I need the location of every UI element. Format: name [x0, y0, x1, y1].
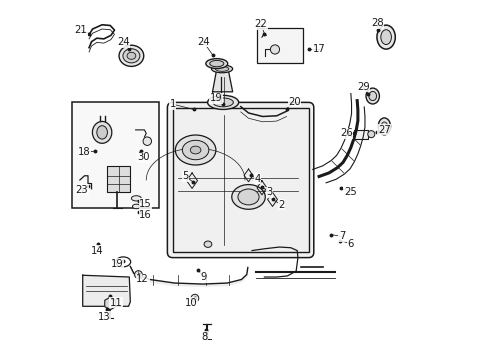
Text: 7: 7	[339, 231, 345, 242]
Circle shape	[143, 137, 151, 145]
Text: 24: 24	[197, 37, 210, 47]
Text: 5: 5	[183, 171, 189, 181]
Ellipse shape	[216, 66, 229, 71]
Text: 29: 29	[357, 81, 369, 91]
Text: 20: 20	[288, 97, 301, 107]
Circle shape	[135, 271, 142, 278]
Ellipse shape	[381, 30, 392, 45]
Polygon shape	[213, 69, 233, 92]
Bar	[354, 130, 368, 139]
Text: 12: 12	[136, 274, 149, 284]
Ellipse shape	[123, 49, 140, 63]
Ellipse shape	[238, 189, 259, 205]
Ellipse shape	[366, 88, 379, 104]
Text: 11: 11	[110, 298, 122, 308]
Text: 21: 21	[74, 25, 87, 35]
Ellipse shape	[97, 126, 107, 139]
Circle shape	[191, 294, 199, 302]
Ellipse shape	[132, 204, 140, 209]
Text: 27: 27	[378, 125, 391, 135]
Ellipse shape	[175, 135, 216, 165]
Text: 19: 19	[210, 93, 222, 103]
Ellipse shape	[204, 241, 212, 247]
Text: 1: 1	[170, 99, 176, 109]
Text: 23: 23	[75, 185, 88, 195]
Text: 26: 26	[340, 129, 353, 139]
Ellipse shape	[131, 196, 141, 201]
Ellipse shape	[190, 146, 201, 154]
Ellipse shape	[377, 25, 395, 49]
Text: 22: 22	[254, 19, 267, 29]
Ellipse shape	[381, 122, 388, 131]
Ellipse shape	[378, 118, 391, 135]
Ellipse shape	[208, 95, 239, 109]
Ellipse shape	[119, 45, 144, 66]
Text: 14: 14	[91, 246, 104, 256]
Text: 13: 13	[98, 312, 111, 322]
Text: 19: 19	[111, 259, 123, 269]
Text: 17: 17	[313, 45, 325, 54]
Polygon shape	[83, 275, 130, 306]
Ellipse shape	[210, 60, 224, 67]
Ellipse shape	[232, 185, 265, 209]
Text: 25: 25	[344, 187, 357, 197]
Text: 15: 15	[139, 199, 152, 209]
Ellipse shape	[212, 65, 233, 73]
Text: 8: 8	[201, 332, 208, 342]
Bar	[172, 108, 309, 252]
Bar	[107, 166, 130, 192]
Text: 9: 9	[200, 272, 207, 282]
Text: 30: 30	[137, 152, 149, 162]
Text: 16: 16	[139, 210, 152, 220]
FancyBboxPatch shape	[168, 102, 314, 258]
Bar	[257, 28, 303, 63]
Text: 6: 6	[347, 239, 354, 248]
Ellipse shape	[93, 121, 112, 143]
Text: 4: 4	[254, 174, 261, 184]
Text: 3: 3	[267, 187, 273, 197]
Ellipse shape	[369, 91, 377, 101]
Text: 18: 18	[78, 148, 91, 157]
Ellipse shape	[182, 140, 209, 160]
Ellipse shape	[127, 52, 136, 59]
Ellipse shape	[206, 59, 228, 68]
Text: 10: 10	[185, 298, 197, 308]
Text: 2: 2	[278, 200, 285, 210]
Text: 24: 24	[117, 37, 129, 48]
Bar	[72, 102, 159, 208]
Ellipse shape	[213, 98, 233, 107]
Circle shape	[368, 131, 375, 138]
Text: 28: 28	[371, 18, 384, 28]
Circle shape	[270, 45, 280, 54]
